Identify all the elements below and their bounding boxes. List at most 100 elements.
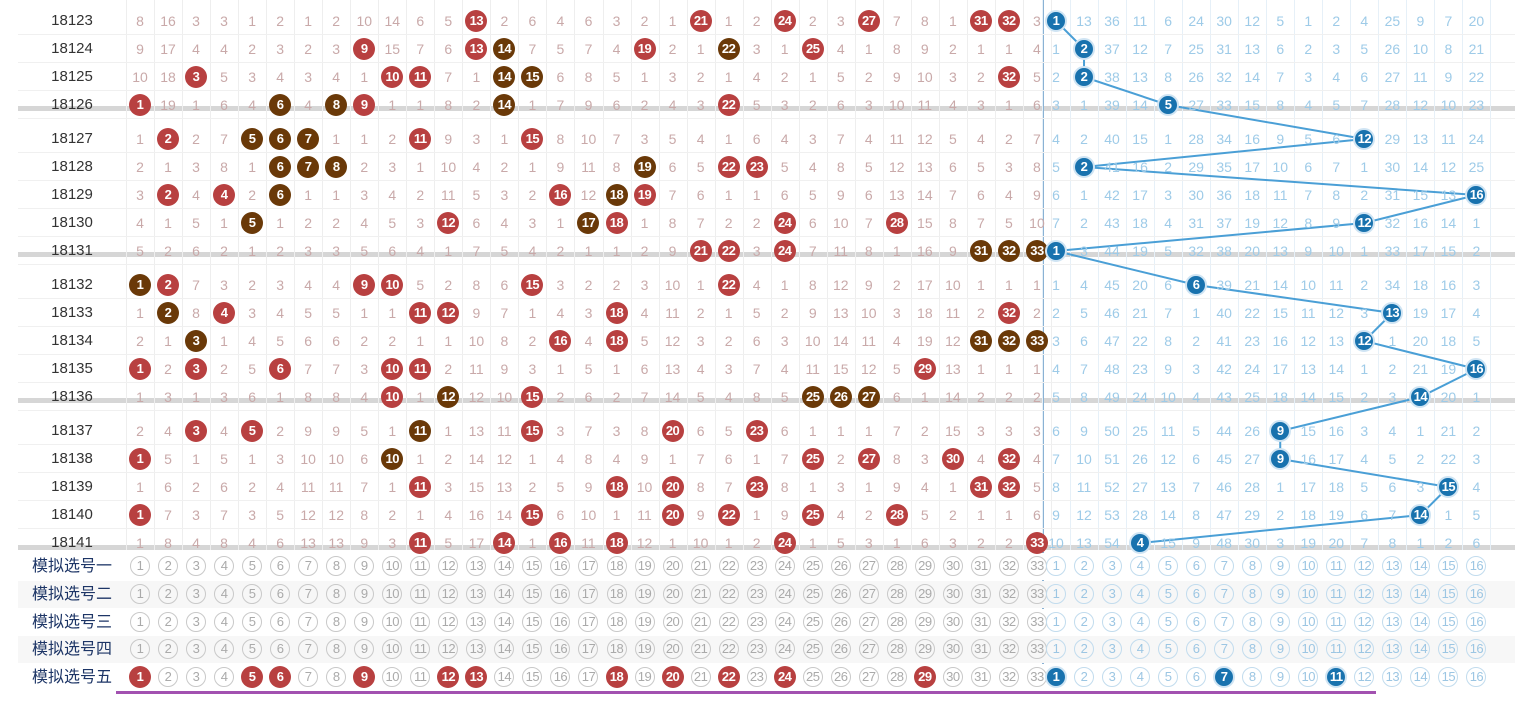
pick-red-ball[interactable]: 30 [942,667,963,688]
pick-red-ball[interactable]: 13 [466,556,487,576]
pick-red-ball[interactable]: 18 [606,556,627,576]
pick-blue-ball[interactable]: 3 [1102,667,1123,688]
pick-blue-ball[interactable]: 10 [1298,667,1319,688]
pick-red-ball[interactable]: 21 [690,611,711,632]
pick-blue-ball[interactable]: 14 [1410,639,1431,660]
pick-red-ball-selected[interactable]: 22 [717,666,740,689]
pick-red-ball[interactable]: 29 [914,639,935,660]
pick-red-ball[interactable]: 15 [522,639,543,660]
pick-red-ball[interactable]: 32 [998,611,1019,632]
pick-blue-ball[interactable]: 2 [1074,556,1095,576]
pick-red-ball[interactable]: 4 [214,611,235,632]
pick-red-ball[interactable]: 31 [970,583,991,604]
pick-red-ball[interactable]: 33 [1026,556,1047,576]
pick-blue-ball[interactable]: 9 [1270,556,1291,576]
pick-red-ball[interactable]: 4 [214,667,235,688]
pick-red-ball[interactable]: 7 [298,583,319,604]
pick-red-ball[interactable]: 19 [634,556,655,576]
pick-red-ball[interactable]: 15 [522,556,543,576]
pick-blue-ball[interactable]: 8 [1242,583,1263,604]
pick-red-ball[interactable]: 11 [410,583,431,604]
pick-blue-ball[interactable]: 7 [1214,583,1235,604]
pick-red-ball[interactable]: 26 [830,611,851,632]
pick-red-ball[interactable]: 11 [410,667,431,688]
pick-blue-ball[interactable]: 6 [1186,667,1207,688]
pick-blue-ball[interactable]: 14 [1410,611,1431,632]
pick-red-ball[interactable]: 19 [634,611,655,632]
pick-red-ball[interactable]: 2 [158,639,179,660]
pick-red-ball[interactable]: 23 [746,556,767,576]
pick-blue-ball[interactable]: 2 [1074,667,1095,688]
pick-red-ball[interactable]: 29 [914,556,935,576]
pick-red-ball[interactable]: 16 [550,583,571,604]
pick-red-ball[interactable]: 13 [466,583,487,604]
pick-blue-ball[interactable]: 3 [1102,611,1123,632]
pick-red-ball-selected[interactable]: 13 [465,666,488,689]
pick-red-ball[interactable]: 24 [774,556,795,576]
pick-red-ball[interactable]: 25 [802,639,823,660]
pick-blue-ball[interactable]: 16 [1466,583,1487,604]
pick-red-ball[interactable]: 25 [802,583,823,604]
pick-blue-ball[interactable]: 6 [1186,556,1207,576]
pick-red-ball[interactable]: 12 [438,583,459,604]
pick-red-ball[interactable]: 15 [522,583,543,604]
pick-red-ball[interactable]: 10 [382,583,403,604]
pick-blue-ball[interactable]: 13 [1382,667,1403,688]
pick-red-ball[interactable]: 4 [214,583,235,604]
pick-blue-ball[interactable]: 9 [1270,611,1291,632]
pick-red-ball[interactable]: 24 [774,639,795,660]
pick-blue-ball[interactable]: 3 [1102,639,1123,660]
pick-blue-ball[interactable]: 8 [1242,667,1263,688]
pick-blue-ball[interactable]: 11 [1326,639,1347,660]
pick-red-ball[interactable]: 26 [830,556,851,576]
pick-blue-ball[interactable]: 3 [1102,556,1123,576]
pick-red-ball[interactable]: 8 [326,583,347,604]
pick-red-ball[interactable]: 15 [522,667,543,688]
pick-red-ball[interactable]: 8 [326,667,347,688]
pick-red-ball-selected[interactable]: 24 [773,666,796,689]
pick-red-ball[interactable]: 30 [942,611,963,632]
pick-red-ball[interactable]: 28 [886,583,907,604]
pick-red-ball[interactable]: 11 [410,639,431,660]
pick-red-ball[interactable]: 12 [438,639,459,660]
pick-blue-ball[interactable]: 7 [1214,611,1235,632]
pick-red-ball[interactable]: 28 [886,611,907,632]
pick-red-ball[interactable]: 31 [970,556,991,576]
pick-blue-ball[interactable]: 5 [1158,556,1179,576]
pick-blue-ball[interactable]: 12 [1354,639,1375,660]
pick-red-ball[interactable]: 29 [914,611,935,632]
pick-blue-ball-selected[interactable]: 1 [1045,666,1067,689]
pick-blue-ball[interactable]: 13 [1382,556,1403,576]
pick-red-ball[interactable]: 31 [970,639,991,660]
pick-red-ball[interactable]: 33 [1026,639,1047,660]
pick-blue-ball[interactable]: 15 [1438,639,1459,660]
pick-red-ball[interactable]: 32 [998,639,1019,660]
pick-red-ball[interactable]: 14 [494,639,515,660]
pick-red-ball[interactable]: 16 [550,611,571,632]
pick-red-ball[interactable]: 17 [578,667,599,688]
pick-red-ball[interactable]: 20 [662,556,683,576]
pick-red-ball[interactable]: 30 [942,583,963,604]
pick-blue-ball[interactable]: 14 [1410,583,1431,604]
pick-red-ball[interactable]: 2 [158,556,179,576]
pick-red-ball[interactable]: 1 [130,611,150,632]
pick-red-ball[interactable]: 26 [830,583,851,604]
pick-blue-ball[interactable]: 4 [1130,667,1151,688]
pick-red-ball[interactable]: 25 [802,611,823,632]
pick-red-ball[interactable]: 27 [858,611,879,632]
pick-red-ball[interactable]: 23 [746,639,767,660]
pick-red-ball[interactable]: 9 [354,583,375,604]
pick-red-ball-selected[interactable]: 6 [269,666,292,689]
pick-blue-ball[interactable]: 12 [1354,611,1375,632]
pick-red-ball[interactable]: 3 [186,639,207,660]
pick-red-ball[interactable]: 2 [158,583,179,604]
pick-blue-ball[interactable]: 4 [1130,639,1151,660]
pick-blue-ball[interactable]: 4 [1130,611,1151,632]
pick-blue-ball[interactable]: 13 [1382,611,1403,632]
pick-blue-ball[interactable]: 15 [1438,667,1459,688]
pick-red-ball-selected[interactable]: 29 [913,666,936,689]
pick-red-ball[interactable]: 17 [578,556,599,576]
pick-red-ball[interactable]: 18 [606,583,627,604]
pick-red-ball[interactable]: 14 [494,583,515,604]
pick-blue-ball[interactable]: 9 [1270,639,1291,660]
